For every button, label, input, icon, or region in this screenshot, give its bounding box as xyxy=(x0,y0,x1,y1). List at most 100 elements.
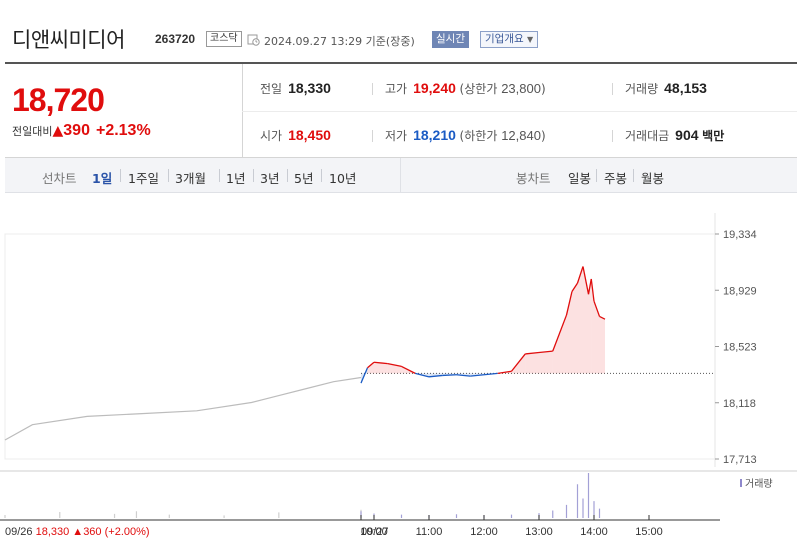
period-monthly[interactable]: 월봉 xyxy=(641,171,665,186)
period-5y[interactable]: 5년 xyxy=(294,171,314,186)
volume-bar xyxy=(598,508,601,518)
period-1w[interactable]: 1주일 xyxy=(128,171,159,186)
price-line-segment xyxy=(483,372,498,376)
period-1y[interactable]: 1년 xyxy=(226,171,246,186)
volume-cell: 거래량 48,153 xyxy=(625,80,707,97)
cell-divider xyxy=(372,83,373,95)
price-area-segment xyxy=(591,278,594,374)
lower-limit: (하한가 12,840) xyxy=(459,128,546,143)
prev-day-summary-part: 09/26 xyxy=(5,526,36,538)
volume-bar xyxy=(400,514,403,518)
x-tick-label: 11:00 xyxy=(416,526,443,538)
open-cell: 시가 18,450 xyxy=(260,127,331,144)
summary-row-divider xyxy=(242,111,797,112)
price-area-segment xyxy=(552,315,567,374)
price-area-segment xyxy=(588,278,592,374)
stock-code: 263720 xyxy=(155,32,196,46)
prev-close-value: 18,330 xyxy=(288,80,331,96)
period-bar: 선차트 1일 1주일 3개월 1년 3년 5년 10년 봉차트 일봉 주봉 월봉 xyxy=(5,158,797,193)
company-overview-label: 기업개요 xyxy=(485,33,524,45)
high-value: 19,240 xyxy=(413,80,456,96)
price-line-segment xyxy=(582,266,590,295)
period-weekly[interactable]: 주봉 xyxy=(604,171,628,186)
upper-limit-label: 상한가 xyxy=(464,82,498,96)
y-tick-label: 17,713 xyxy=(723,454,757,466)
cell-divider xyxy=(372,130,373,142)
change-label: 전일대비 xyxy=(12,125,53,138)
change-amount: 390 xyxy=(63,122,90,139)
prev-day-price-line xyxy=(4,376,362,441)
price-area-segment xyxy=(497,371,512,374)
amount-unit: 백만 xyxy=(702,129,725,143)
prev-close-label: 전일 xyxy=(260,82,283,96)
price-line-segment xyxy=(538,350,553,354)
y-tick-label: 18,118 xyxy=(723,398,756,410)
line-chart-label: 선차트 xyxy=(42,171,77,186)
price-area-segment xyxy=(539,351,553,374)
up-arrow-icon: ▲ xyxy=(52,123,64,139)
period-3m[interactable]: 3개월 xyxy=(175,171,206,186)
lower-limit-label: 하한가 xyxy=(464,129,498,143)
volume-bar xyxy=(455,514,458,518)
y-tick-label: 18,929 xyxy=(723,285,757,297)
volume-bar xyxy=(223,515,225,518)
low-value: 18,210 xyxy=(413,127,456,143)
volume-value: 48,153 xyxy=(664,80,707,96)
price-chart[interactable]: 19,334 18,929 18,523 18,118 17,713 거래량 09/2710… xyxy=(0,193,797,557)
candle-chart-label: 봉차트 xyxy=(516,171,551,186)
period-daily[interactable]: 일봉 xyxy=(568,171,592,186)
cell-divider xyxy=(612,83,613,95)
open-label: 시가 xyxy=(260,129,283,143)
cell-divider xyxy=(612,130,613,142)
volume-bar xyxy=(59,512,61,518)
y-tick-label: 19,334 xyxy=(723,229,757,241)
market-badge: 코스닥 xyxy=(206,31,242,47)
x-tick-label: 09/27 xyxy=(361,526,389,538)
period-bar-divider xyxy=(400,158,401,193)
period-separator xyxy=(321,169,322,182)
amount-label: 거래대금 xyxy=(625,129,670,143)
volume-legend: 거래량 xyxy=(745,478,773,490)
price-line-segment xyxy=(428,374,443,378)
price-area-segment xyxy=(572,283,578,374)
price-area-segment xyxy=(374,362,388,374)
price-line-segment xyxy=(593,300,601,317)
price-line-segment xyxy=(360,367,369,384)
price-line-segment xyxy=(456,374,471,377)
volume-bar xyxy=(587,473,590,518)
price-line-segment xyxy=(367,361,375,369)
volume-bar xyxy=(552,510,554,518)
quote-datetime: 2024.09.27 13:29 기준(장중) xyxy=(264,35,415,48)
volume-bar xyxy=(135,511,138,518)
change-percent: +2.13% xyxy=(95,122,151,139)
x-tick-label: 13:00 xyxy=(525,526,553,538)
low-cell: 저가 18,210 (하한가 12,840) xyxy=(385,127,546,144)
amount-cell: 거래대금 904 백만 xyxy=(625,127,724,144)
y-tick-label: 18,523 xyxy=(723,342,757,354)
price-area-segment xyxy=(594,301,600,374)
volume-label: 거래량 xyxy=(625,82,659,96)
period-1d[interactable]: 1일 xyxy=(92,171,113,186)
price-line-segment xyxy=(525,351,540,355)
realtime-button[interactable]: 실시간 xyxy=(432,31,469,48)
amount-value: 904 xyxy=(675,127,699,143)
price-line-segment xyxy=(373,361,388,365)
price-line-segment xyxy=(510,353,526,372)
period-separator xyxy=(120,169,121,182)
prev-day-summary-part: 360 xyxy=(83,526,104,538)
price-area-segment xyxy=(525,352,539,374)
price-line-segment xyxy=(470,374,485,377)
company-overview-button[interactable]: 기업개요 ▼ xyxy=(480,31,539,48)
price-line-segment xyxy=(565,291,573,316)
lower-limit-value: 12,840 xyxy=(501,128,541,143)
high-label: 고가 xyxy=(385,82,408,96)
period-10y[interactable]: 10년 xyxy=(329,171,357,186)
x-tick-label: 12:00 xyxy=(470,526,498,538)
high-cell: 고가 19,240 (상한가 23,800) xyxy=(385,80,546,97)
clock-icon xyxy=(247,34,260,46)
period-3y[interactable]: 3년 xyxy=(260,171,280,186)
price-line-segment xyxy=(552,314,568,352)
price-line-segment xyxy=(599,315,606,320)
upper-limit: (상한가 23,800) xyxy=(459,81,546,96)
change-row: 전일대비▲390 +2.13% xyxy=(12,122,151,140)
